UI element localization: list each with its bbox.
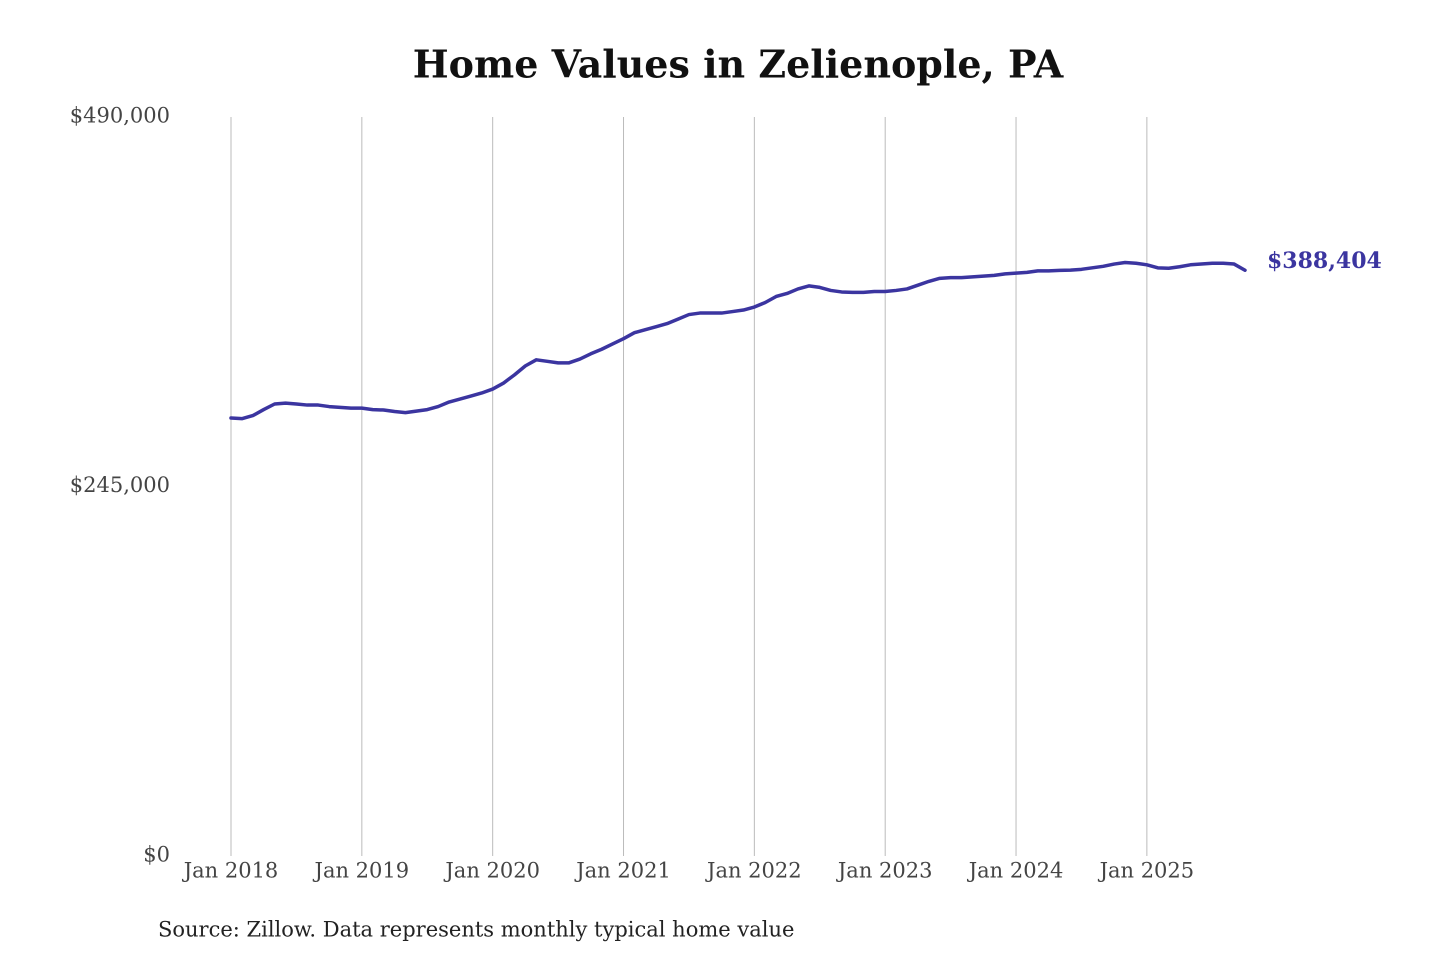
line (229, 260, 1247, 421)
x-tick-label: Jan 2023 (836, 859, 933, 883)
x-tick-label: Jan 2021 (574, 859, 671, 883)
x-tick-label: Jan 2019 (313, 859, 410, 883)
value-label: $388,404 (1267, 248, 1382, 274)
y-tick-label: $0 (143, 843, 170, 867)
x-tick-label: Jan 2020 (443, 859, 540, 883)
x-tick-label: Jan 2022 (705, 859, 802, 883)
x-tick-label: Jan 2018 (182, 859, 279, 883)
source-note: Source: Zillow. Data represents monthly … (158, 918, 794, 942)
x-tick-label: Jan 2025 (1098, 859, 1195, 883)
chart-title: Home Values in Zelienople, PA (413, 42, 1064, 87)
y-tick-label: $490,000 (70, 104, 170, 128)
x-tick-label: Jan 2024 (967, 859, 1064, 883)
y-tick-label: $245,000 (70, 473, 170, 497)
